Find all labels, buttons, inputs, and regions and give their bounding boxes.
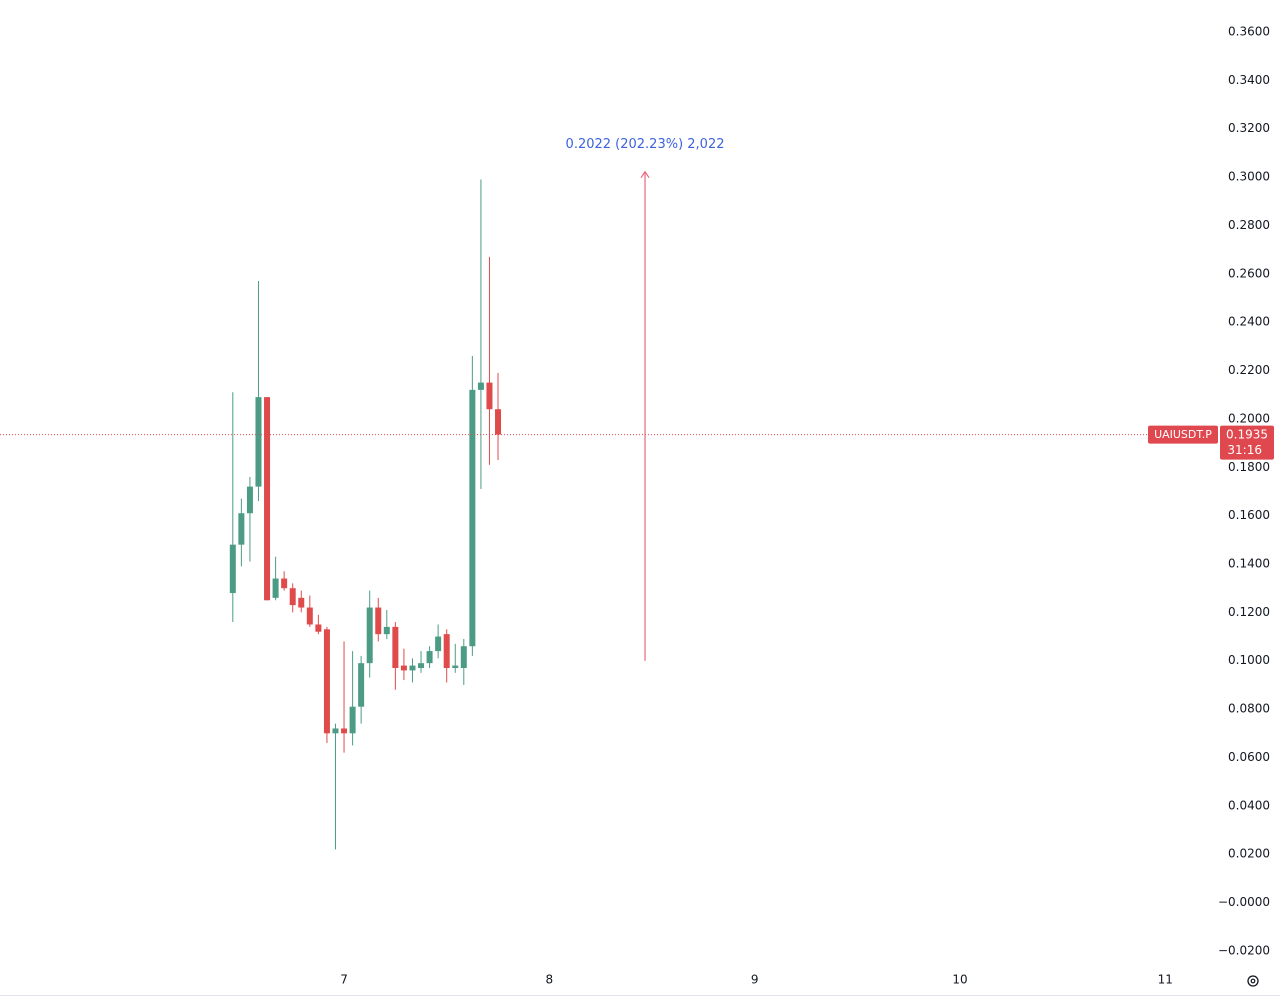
candle-body [246,486,253,514]
candle-body [383,626,390,635]
candle-body [315,624,322,632]
y-tick-label: 0.2800 [1228,218,1270,232]
y-tick-label: 0.3200 [1228,121,1270,135]
candle-body [435,636,442,652]
symbol-label: UAIUSDT.P [1154,428,1212,441]
x-tick-label: 9 [751,973,759,987]
y-tick-label: 0.3600 [1228,24,1270,38]
y-tick-label: 0.0600 [1228,750,1270,764]
price-label-bg [1220,425,1274,460]
candle-body [323,629,330,734]
y-tick-label: 0.3400 [1228,73,1270,87]
candle-body [229,544,236,594]
candle-body [255,397,262,487]
candle-body [418,663,425,669]
x-tick-label: 10 [952,973,967,987]
y-tick-label: 0.1200 [1228,605,1270,619]
candle-body [375,607,382,635]
price-label: 0.1935 [1226,428,1268,442]
y-tick-label: 0.0800 [1228,702,1270,716]
candle-body [298,597,305,608]
y-tick-label: 0.2000 [1228,411,1270,425]
candle-body [469,389,476,647]
candle-body [443,634,450,669]
candle-body [392,626,399,669]
x-tick-label: 11 [1158,973,1173,987]
y-tick-label: 0.1600 [1228,508,1270,522]
candle-body [409,665,416,671]
y-tick-label: 0.1400 [1228,557,1270,571]
candle-body [400,665,407,671]
gear[interactable] [1247,975,1259,987]
candle-body [452,665,459,669]
symbol-label-bg [1148,425,1218,444]
candle-body [366,607,373,664]
y-tick-label: 0.1000 [1228,653,1270,667]
candle-body [264,397,271,601]
candle-body [238,513,245,545]
candle-body [289,588,296,606]
measure-arrowhead [640,170,650,179]
x-tick-label: 8 [546,973,554,987]
candle-body [349,706,356,734]
candle-body [341,728,348,734]
candle-body [477,382,484,390]
candle-body [460,646,467,669]
y-tick-label: −0.0200 [1218,943,1270,957]
gear-hub[interactable] [1250,978,1256,984]
countdown-label: 31:16 [1227,443,1262,457]
y-tick-label: 0.0400 [1228,798,1270,812]
y-tick-label: 0.2400 [1228,315,1270,329]
y-tick-label: 0.0200 [1228,847,1270,861]
candle-body [426,651,433,664]
candle-body [332,728,339,734]
y-tick-label: 0.1800 [1228,460,1270,474]
candle-body [272,578,279,598]
candle-body [281,578,288,589]
y-tick-label: 0.2200 [1228,363,1270,377]
settings-icon[interactable] [1247,975,1259,987]
candle-body [486,382,493,410]
candle-body [306,607,313,625]
candle-body [495,409,502,435]
measure-label: 0.2022 (202.23%) 2,022 [566,137,725,152]
y-tick-label: −0.0000 [1218,895,1270,909]
y-tick-label: 0.3000 [1228,170,1270,184]
x-tick-label: 7 [340,973,348,987]
candle-body [358,663,365,707]
y-tick-label: 0.2600 [1228,266,1270,280]
